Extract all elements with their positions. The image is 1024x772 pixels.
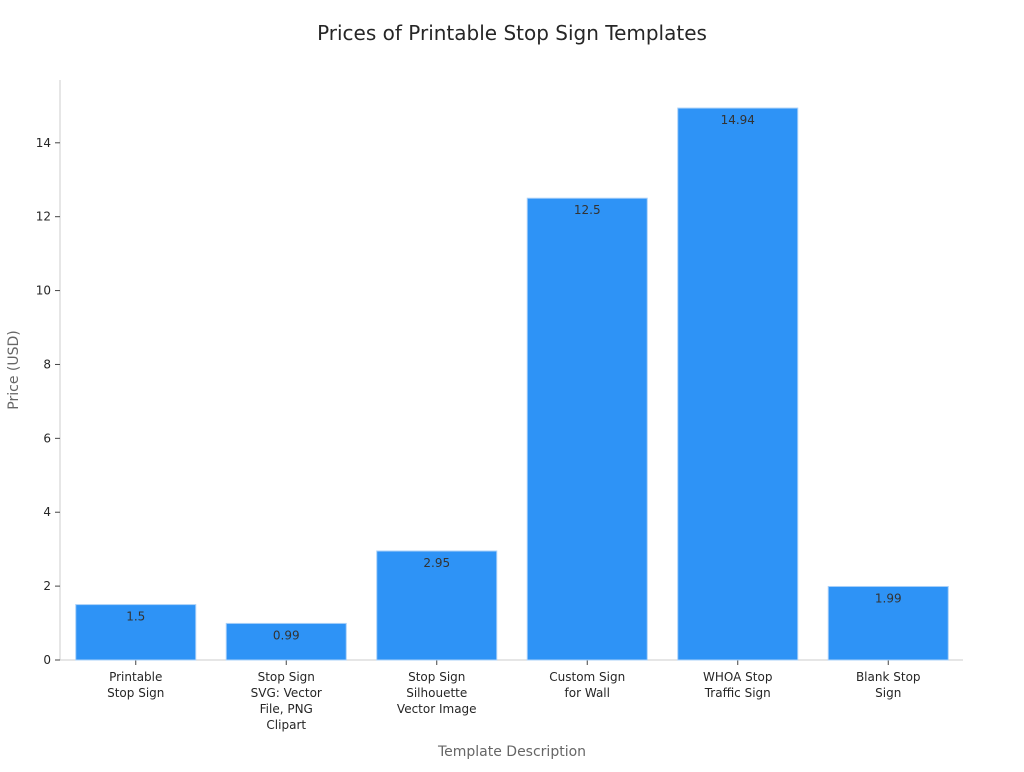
x-tick-label-line: Silhouette (406, 686, 467, 700)
bar (827, 585, 949, 661)
x-axis-label: Template Description (437, 744, 586, 760)
chart-title: Prices of Printable Stop Sign Templates (317, 21, 707, 45)
x-tick-label: Custom Sign for Wall (549, 670, 625, 700)
x-tick-label-line: for Wall (565, 686, 610, 700)
bar (526, 197, 648, 661)
x-tick-label: Stop Sign SVG: Vector File, PNG Clipart (251, 670, 322, 732)
x-tick-label-line: Blank Stop (856, 670, 921, 684)
x-tick-label: WHOA Stop Traffic Sign (703, 670, 772, 700)
x-tick-label-line: Traffic Sign (704, 686, 771, 700)
y-tick-label: 6 (43, 431, 51, 445)
bar (75, 604, 197, 661)
x-tick-label-line: Custom Sign (549, 670, 625, 684)
bar (225, 622, 347, 661)
x-tick-label-line: File, PNG (260, 702, 313, 716)
x-tick-label-line: Stop Sign (408, 670, 465, 684)
x-tick-label-line: Sign (875, 686, 901, 700)
x-tick-label-line: SVG: Vector (251, 686, 322, 700)
data-label: 0.99 (273, 628, 300, 642)
data-label: 1.5 (126, 610, 145, 624)
y-tick-label: 2 (43, 579, 51, 593)
y-axis-label: Price (USD) (6, 330, 22, 409)
x-tick-label-line: WHOA Stop (703, 670, 772, 684)
x-tick-label-line: Printable (109, 670, 162, 684)
data-label: 14.94 (721, 113, 755, 127)
y-tick-label: 12 (36, 210, 51, 224)
x-tick-label-line: Stop Sign (258, 670, 315, 684)
x-tick-label: Printable Stop Sign (107, 670, 164, 700)
y-tick-label: 4 (43, 505, 51, 519)
x-tick-label-line: Vector Image (397, 702, 477, 716)
x-tick-label-line: Stop Sign (107, 686, 164, 700)
y-tick-label: 14 (36, 136, 51, 150)
data-label: 2.95 (423, 556, 450, 570)
x-tick-label-line: Clipart (266, 718, 306, 732)
x-tick-label: Stop Sign Silhouette Vector Image (397, 670, 477, 716)
bars: 1.5 0.99 2.95 12.5 14.94 1.99 (75, 107, 949, 661)
data-label: 12.5 (574, 203, 601, 217)
x-tick-label: Blank Stop Sign (856, 670, 921, 700)
y-tick-label: 0 (43, 653, 51, 667)
axes: 0 2 4 6 8 10 12 14 Printable Stop Sign Stop Sign SV… (36, 80, 963, 732)
y-tick-label: 10 (36, 284, 51, 298)
bar (376, 550, 498, 661)
bar (677, 107, 799, 661)
y-tick-label: 8 (43, 357, 51, 371)
data-label: 1.99 (875, 591, 902, 605)
